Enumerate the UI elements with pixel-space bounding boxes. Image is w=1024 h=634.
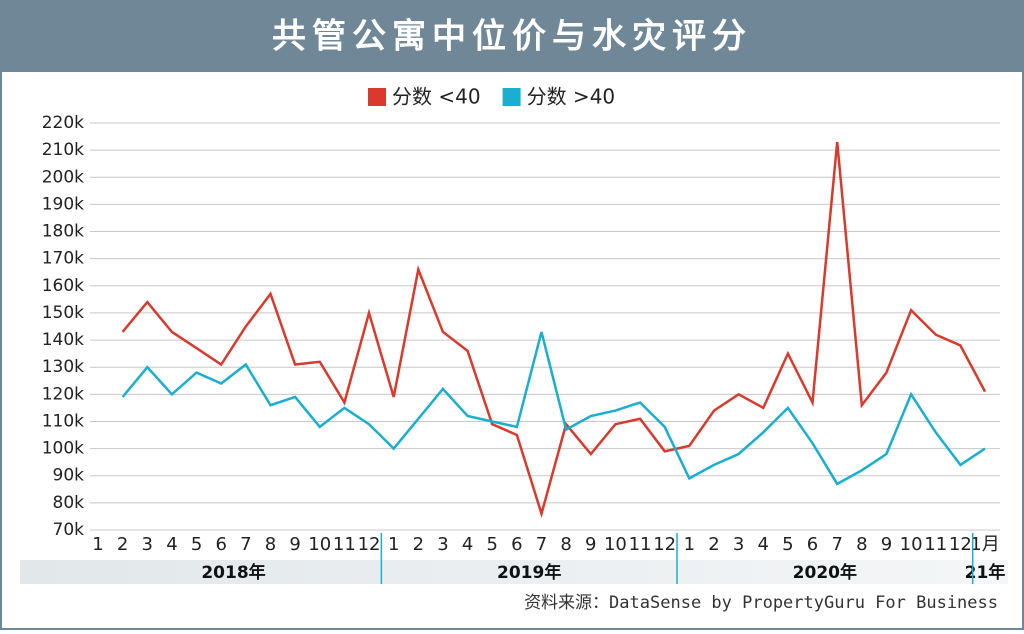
x-tick-label: 4 [462, 534, 473, 555]
y-tick-label: 190k [42, 194, 84, 214]
y-tick-label: 170k [42, 249, 84, 269]
legend-label: 分数 >40 [527, 85, 616, 109]
x-tick-label: 5 [486, 534, 497, 555]
x-tick-label: 2 [708, 534, 719, 555]
legend-label: 分数 <40 [392, 85, 481, 109]
x-tick-label: 2 [413, 534, 424, 555]
legend-swatch [502, 88, 521, 106]
x-tick-label: 6 [807, 534, 818, 555]
x-tick-label: 12 [949, 534, 972, 555]
x-tick-label: 7 [240, 534, 251, 555]
x-tick-label: 3 [437, 534, 448, 555]
x-tick-label: 5 [782, 534, 793, 555]
year-label: 2018年 [201, 562, 265, 583]
y-tick-label: 110k [42, 411, 84, 431]
x-tick-label: 1月 [970, 534, 999, 555]
chart-title: 共管公寓中位价与水灾评分 [272, 17, 752, 57]
legend-swatch [368, 88, 386, 106]
x-tick-label: 8 [265, 534, 276, 555]
x-tick-label: 8 [560, 534, 571, 555]
year-band [20, 560, 1008, 584]
title-bar [0, 0, 1024, 72]
x-tick-label: 12 [358, 534, 381, 555]
x-tick-label: 10 [308, 534, 331, 555]
x-tick-label: 7 [831, 534, 842, 555]
y-tick-label: 130k [42, 357, 84, 377]
x-tick-label: 1 [684, 534, 695, 555]
y-tick-label: 210k [42, 140, 84, 160]
x-tick-label: 6 [215, 534, 226, 555]
y-tick-label: 100k [42, 439, 84, 459]
x-tick-label: 4 [166, 534, 177, 555]
year-label: 2019年 [497, 562, 561, 583]
x-tick-label: 2 [117, 534, 128, 555]
y-tick-label: 160k [42, 276, 84, 296]
series-line [121, 141, 987, 519]
x-tick-label: 3 [142, 534, 153, 555]
y-tick-label: 120k [42, 384, 84, 404]
x-tick-label: 1 [92, 534, 103, 555]
source: 资料来源：DataSense by PropertyGuru For Busin… [524, 593, 998, 613]
x-tick-label: 5 [191, 534, 202, 555]
x-tick-label: 1 [388, 534, 399, 555]
y-tick-label: 90k [53, 466, 85, 486]
x-tick-label: 10 [900, 534, 923, 555]
x-tick-label: 4 [758, 534, 769, 555]
y-tick-label: 180k [42, 222, 84, 242]
y-tick-label: 200k [42, 167, 84, 187]
year-label: 21年 [965, 562, 1006, 583]
x-tick-label: 11 [629, 534, 652, 555]
x-tick-label: 9 [289, 534, 300, 555]
y-tick-label: 70k [53, 520, 85, 540]
x-tick-label: 7 [536, 534, 547, 555]
y-tick-label: 80k [53, 493, 85, 513]
x-tick-label: 9 [585, 534, 596, 555]
x-tick-label: 8 [856, 534, 867, 555]
y-tick-label: 140k [42, 330, 84, 350]
y-tick-label: 150k [42, 303, 84, 323]
year-label: 2020年 [793, 562, 857, 583]
x-tick-label: 11 [924, 534, 947, 555]
series-line [121, 331, 986, 486]
x-tick-label: 9 [881, 534, 892, 555]
x-tick-label: 3 [733, 534, 744, 555]
x-tick-label: 6 [511, 534, 522, 555]
y-tick-label: 220k [42, 113, 84, 133]
x-tick-label: 11 [333, 534, 356, 555]
x-tick-label: 10 [604, 534, 627, 555]
x-tick-label: 12 [653, 534, 676, 555]
